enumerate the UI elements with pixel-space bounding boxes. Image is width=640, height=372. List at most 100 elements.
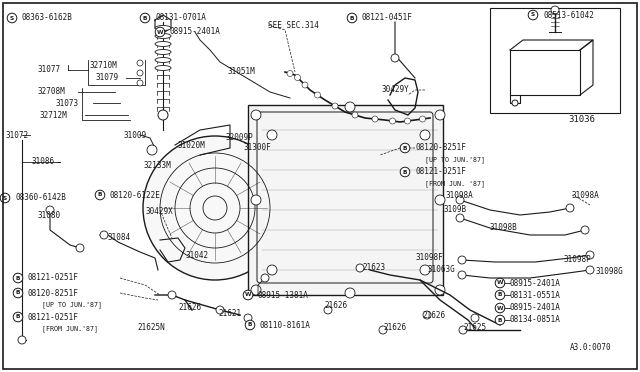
Circle shape — [324, 306, 332, 314]
Circle shape — [216, 306, 224, 314]
Bar — [490, 8, 620, 113]
Circle shape — [423, 311, 431, 319]
Circle shape — [261, 274, 269, 282]
Circle shape — [400, 143, 410, 153]
Circle shape — [267, 265, 277, 275]
Text: B: B — [98, 192, 102, 198]
Text: 31063G: 31063G — [427, 266, 455, 275]
Text: 31077: 31077 — [38, 65, 61, 74]
Circle shape — [302, 82, 308, 88]
Circle shape — [168, 291, 176, 299]
Text: 08915-1381A: 08915-1381A — [258, 291, 309, 299]
Circle shape — [458, 256, 466, 264]
Circle shape — [379, 326, 387, 334]
Circle shape — [251, 110, 261, 120]
Circle shape — [435, 285, 445, 295]
Circle shape — [495, 315, 505, 325]
Text: B: B — [16, 314, 20, 320]
Text: 31300F: 31300F — [243, 144, 271, 153]
Circle shape — [294, 74, 301, 80]
Circle shape — [345, 288, 355, 298]
Text: [FROM JUN.'87]: [FROM JUN.'87] — [42, 326, 98, 332]
Text: 21626: 21626 — [324, 301, 347, 310]
Text: 32708M: 32708M — [38, 87, 66, 96]
Text: 21625N: 21625N — [137, 324, 164, 333]
Text: 31009: 31009 — [124, 131, 147, 140]
Circle shape — [100, 231, 108, 239]
Circle shape — [158, 110, 168, 120]
Ellipse shape — [155, 58, 171, 62]
Text: 08121-0251F: 08121-0251F — [415, 167, 466, 176]
Text: 08120-6122E: 08120-6122E — [110, 190, 161, 199]
Circle shape — [13, 273, 23, 283]
Ellipse shape — [155, 49, 171, 55]
Circle shape — [495, 303, 505, 313]
Text: 30429X: 30429X — [145, 208, 173, 217]
Circle shape — [456, 214, 464, 222]
Text: W: W — [497, 305, 503, 311]
Circle shape — [390, 118, 396, 124]
Text: 21626: 21626 — [178, 304, 201, 312]
Text: W: W — [497, 280, 503, 285]
Text: 31072: 31072 — [5, 131, 28, 140]
Circle shape — [586, 266, 594, 274]
Circle shape — [435, 195, 445, 205]
Circle shape — [420, 130, 430, 140]
Text: 08131-0701A: 08131-0701A — [155, 13, 206, 22]
Text: 31079: 31079 — [96, 74, 119, 83]
Text: 08915-2401A: 08915-2401A — [510, 279, 561, 288]
Circle shape — [495, 290, 505, 300]
Text: 31086: 31086 — [32, 157, 55, 167]
Circle shape — [332, 103, 338, 109]
Text: S: S — [3, 196, 7, 201]
Text: S: S — [10, 16, 14, 20]
Text: W: W — [157, 29, 163, 35]
Circle shape — [147, 145, 157, 155]
Circle shape — [137, 80, 143, 86]
Text: 3109B: 3109B — [444, 205, 467, 215]
Text: 31080: 31080 — [38, 211, 61, 219]
Circle shape — [140, 13, 150, 23]
Circle shape — [267, 130, 277, 140]
Text: B: B — [498, 292, 502, 298]
Text: 32009P: 32009P — [225, 134, 253, 142]
Circle shape — [528, 10, 538, 20]
Text: 32133M: 32133M — [143, 161, 171, 170]
Circle shape — [496, 304, 504, 312]
Text: A3.0:0070: A3.0:0070 — [570, 343, 612, 353]
Circle shape — [586, 251, 594, 259]
Text: 21626: 21626 — [383, 324, 406, 333]
Circle shape — [435, 110, 445, 120]
Text: 08120-8251F: 08120-8251F — [28, 289, 79, 298]
Circle shape — [419, 116, 426, 122]
Text: 08915-2401A: 08915-2401A — [510, 304, 561, 312]
Text: 32710M: 32710M — [90, 61, 118, 70]
Circle shape — [347, 13, 357, 23]
Text: [UP TO JUN.'87]: [UP TO JUN.'87] — [42, 302, 102, 308]
Ellipse shape — [155, 65, 171, 71]
Circle shape — [13, 288, 23, 298]
Text: 08121-0251F: 08121-0251F — [28, 273, 79, 282]
Circle shape — [459, 326, 467, 334]
Circle shape — [287, 71, 293, 77]
Text: W: W — [244, 292, 252, 298]
Text: B: B — [16, 291, 20, 295]
Circle shape — [391, 54, 399, 62]
Text: 31042: 31042 — [186, 250, 209, 260]
Ellipse shape — [155, 26, 171, 31]
Circle shape — [137, 70, 143, 76]
Circle shape — [372, 116, 378, 122]
Text: 32712M: 32712M — [40, 110, 68, 119]
Bar — [248, 105, 443, 295]
Circle shape — [356, 264, 364, 272]
Text: 21621: 21621 — [218, 308, 241, 317]
Text: 31098A: 31098A — [572, 190, 600, 199]
Ellipse shape — [155, 42, 171, 46]
Circle shape — [251, 285, 261, 295]
Circle shape — [245, 320, 255, 330]
Text: 31051M: 31051M — [228, 67, 256, 77]
Text: 31098B: 31098B — [490, 224, 518, 232]
Text: B: B — [350, 16, 354, 20]
Circle shape — [7, 13, 17, 23]
Circle shape — [137, 60, 143, 66]
